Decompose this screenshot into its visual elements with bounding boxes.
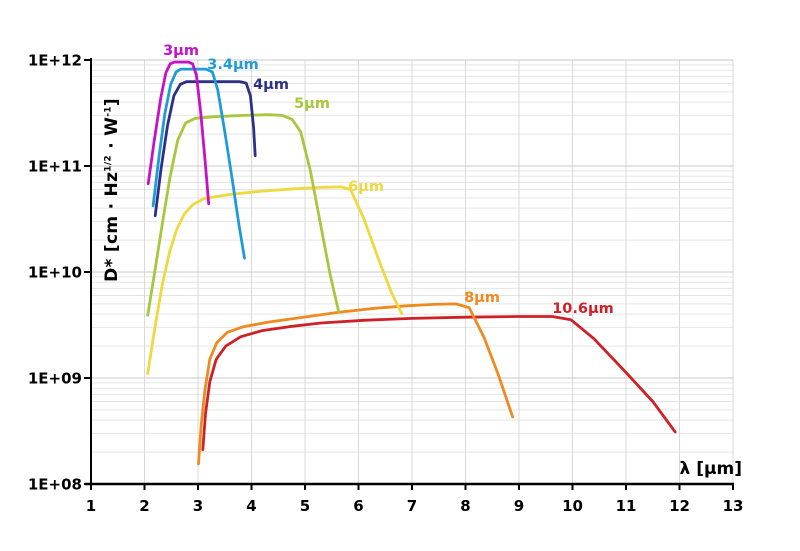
y-axis-title-sup-minus1: -1 [103, 106, 114, 117]
y-tick-label: 1E+10 [28, 264, 82, 282]
series-line-8um [197, 302, 514, 466]
series-label-8um: 8µm [464, 290, 500, 306]
y-tick-label: 1E+12 [28, 52, 82, 70]
x-tick-label: 4 [246, 497, 256, 515]
series-line-4um [153, 80, 257, 218]
x-tick-label: 10 [562, 497, 583, 515]
y-tick-label: 1E+11 [28, 158, 82, 176]
x-tick-label: 5 [300, 497, 310, 515]
series-label-3p4um: 3.4µm [207, 57, 258, 73]
x-tick-label: 12 [669, 497, 690, 515]
x-tick-label: 7 [407, 497, 417, 515]
x-tick-label: 2 [139, 497, 149, 515]
x-tick-label: 9 [514, 497, 524, 515]
x-tick-label: 11 [616, 497, 637, 515]
y-axis-title-text: · W [102, 116, 122, 156]
series-line-3um [146, 60, 211, 206]
x-tick-label: 1 [86, 497, 96, 515]
y-axis-title-sup-half: 1/2 [103, 155, 114, 172]
x-tick-label: 13 [723, 497, 744, 515]
x-axis-title: λ [µm] [679, 459, 742, 479]
y-tick-label: 1E+08 [28, 476, 82, 494]
y-tick-label: 1E+09 [28, 370, 82, 388]
series-line-5um [146, 113, 341, 317]
x-tick-label: 8 [460, 497, 470, 515]
series-line-6um [146, 185, 404, 375]
y-axis-title-text: ] [102, 98, 122, 107]
series-line-10p6um [201, 315, 677, 452]
series-line-3p4um [151, 67, 246, 260]
series-label-6um: 6µm [348, 179, 384, 195]
y-axis-title: D* [cm · Hz1/2 · W-1] [102, 98, 122, 282]
series-label-4um: 4µm [253, 77, 289, 93]
y-axis-title-text: D* [cm · Hz [102, 171, 122, 282]
series-label-10p6um: 10.6µm [552, 301, 614, 317]
series-label-3um: 3µm [163, 43, 199, 59]
x-tick-label: 6 [353, 497, 363, 515]
series-label-5um: 5µm [294, 96, 330, 112]
x-tick-label: 3 [193, 497, 203, 515]
